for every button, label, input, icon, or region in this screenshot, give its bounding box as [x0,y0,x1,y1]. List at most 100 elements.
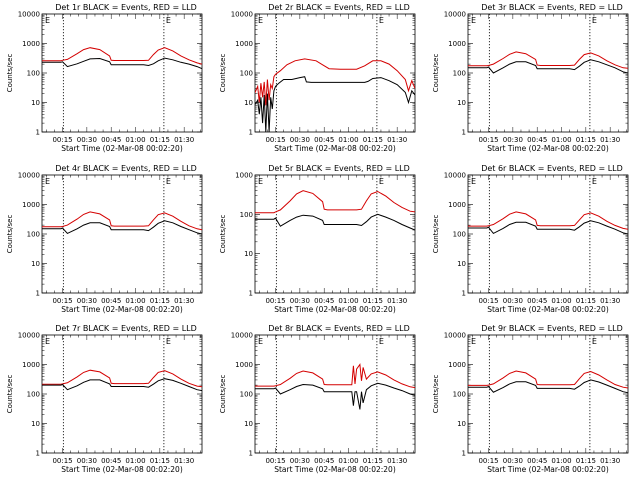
corner-label: E [45,177,50,186]
y-axis-label: Counts/sec [6,375,14,414]
y-axis-label: Counts/sec [6,54,14,93]
y-tick-label: 10000 [444,11,466,19]
y-tick-label: 100 [27,231,40,239]
y-tick-label: 10 [457,99,466,107]
y-tick-label: 100 [240,391,253,399]
series-events [468,59,628,74]
marker-label: E [592,177,597,186]
x-tick-label: 00:45 [101,297,121,305]
plot-frame [467,334,629,454]
x-tick-label: 01:00 [125,136,145,144]
x-axis-label: Start Time (02-Mar-08 00:02:20) [61,144,183,153]
x-tick-label: 01:30 [387,136,407,144]
series-lld [42,211,202,231]
x-tick-label: 01:30 [387,297,407,305]
x-tick-label: 00:45 [527,136,547,144]
chart-panel-6: Det 6r BLACK = Events, RED = LLD 1 10 100 10… [432,164,629,314]
series-lld [42,369,202,388]
x-tick-label: 00:45 [101,457,121,465]
plot-frame [41,174,203,294]
x-tick-label: 01:00 [338,297,358,305]
x-axis-label: Start Time (02-Mar-08 00:02:20) [61,305,183,314]
chart-panel-1: Det 1r BLACK = Events, RED = LLD 1 10 100 10… [6,3,203,153]
y-tick-label: 1000 [235,361,253,369]
plot-frame [254,334,416,454]
y-tick-label: 1 [249,290,253,298]
x-tick-label: 01:15 [150,136,170,144]
corner-label: E [45,16,50,25]
y-tick-label: 10 [31,99,40,107]
x-tick-label: 00:30 [503,136,523,144]
chart-title: Det 8r BLACK = Events, RED = LLD [268,324,410,333]
x-tick-label: 00:30 [290,136,310,144]
x-tick-label: 00:15 [265,136,285,144]
x-tick-label: 00:30 [77,457,97,465]
x-tick-label: 00:45 [527,297,547,305]
x-tick-label: 01:15 [363,136,383,144]
y-tick-label: 10 [31,420,40,428]
x-tick-label: 01:15 [363,297,383,305]
x-tick-label: 00:15 [478,297,498,305]
y-tick-label: 1000 [22,40,40,48]
x-tick-label: 01:00 [338,457,358,465]
y-tick-label: 1 [249,129,253,137]
x-tick-label: 00:30 [290,457,310,465]
corner-label: E [258,177,263,186]
x-axis-label: Start Time (02-Mar-08 00:02:20) [274,465,396,474]
y-tick-label: 1000 [448,361,466,369]
chart-panel-2: Det 2r BLACK = Events, RED = LLD 1 10 100 10… [219,3,416,153]
y-tick-label: 100 [27,70,40,78]
chart-panel-5: Det 5r BLACK = Events, RED = LLD 1 10 100 10… [219,164,416,314]
y-tick-label: 10000 [18,172,40,180]
y-tick-label: 10 [244,420,253,428]
series-events [255,382,415,410]
x-tick-label: 01:30 [174,457,194,465]
corner-label: E [471,177,476,186]
corner-label: E [45,337,50,346]
y-tick-label: 10000 [18,11,40,19]
y-tick-label: 1000 [22,201,40,209]
x-tick-label: 00:15 [52,136,72,144]
y-tick-label: 10000 [231,11,253,19]
corner-label: E [258,337,263,346]
y-tick-label: 10000 [18,332,40,340]
series-events [255,76,415,132]
x-tick-label: 00:15 [265,457,285,465]
x-axis-label: Start Time (02-Mar-08 00:02:20) [487,465,609,474]
y-axis-label: Counts/sec [6,215,14,254]
x-tick-label: 01:00 [125,457,145,465]
x-tick-label: 01:15 [576,457,596,465]
plot-frame [467,174,629,294]
x-tick-label: 01:30 [387,457,407,465]
x-tick-label: 01:30 [600,136,620,144]
y-tick-label: 1 [462,290,466,298]
x-tick-label: 00:30 [77,136,97,144]
chart-title: Det 3r BLACK = Events, RED = LLD [481,3,623,12]
y-axis-label: Counts/sec [432,375,440,414]
y-tick-label: 1 [36,290,40,298]
x-tick-label: 01:30 [600,457,620,465]
x-axis-label: Start Time (02-Mar-08 00:02:20) [487,144,609,153]
y-tick-label: 10000 [444,332,466,340]
y-tick-label: 1 [462,129,466,137]
series-events [255,213,415,231]
y-tick-label: 100 [240,70,253,78]
y-tick-label: 1000 [235,40,253,48]
plot-frame [254,174,416,294]
x-axis-label: Start Time (02-Mar-08 00:02:20) [274,305,396,314]
plot-frame [41,334,203,454]
y-tick-label: 1 [36,450,40,458]
y-tick-label: 100 [27,391,40,399]
y-tick-label: 10 [244,99,253,107]
y-tick-label: 10000 [231,332,253,340]
x-tick-label: 01:15 [576,297,596,305]
y-tick-label: 1 [36,129,40,137]
chart-title: Det 9r BLACK = Events, RED = LLD [481,324,623,333]
chart-panel-4: Det 4r BLACK = Events, RED = LLD 1 10 100 10… [6,164,203,314]
marker-label: E [592,337,597,346]
x-tick-label: 00:15 [478,136,498,144]
series-lld [255,363,415,389]
chart-panel-9: Det 9r BLACK = Events, RED = LLD 1 10 100 10… [432,324,629,474]
x-tick-label: 00:15 [478,457,498,465]
